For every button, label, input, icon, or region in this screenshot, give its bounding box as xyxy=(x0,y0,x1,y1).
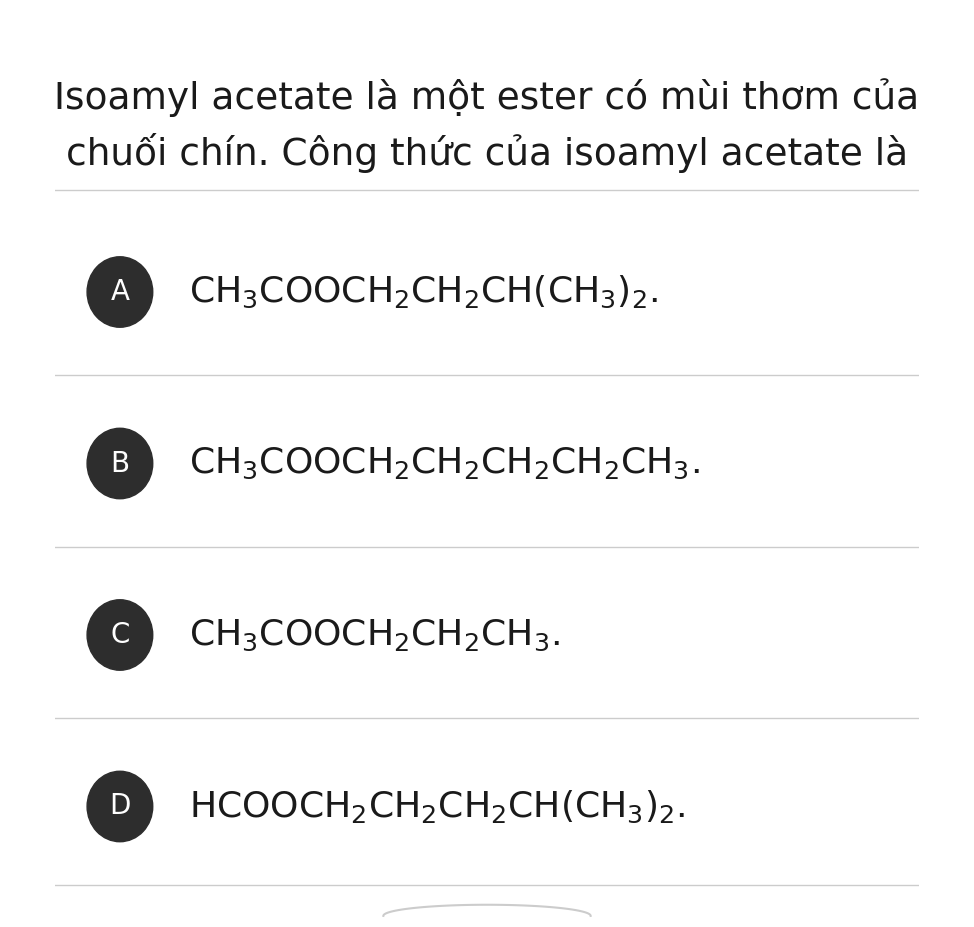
Circle shape xyxy=(87,428,153,499)
Text: $\mathregular{CH_3COOCH_2CH_2CH_3}$.: $\mathregular{CH_3COOCH_2CH_2CH_3}$. xyxy=(189,617,560,653)
Text: Isoamyl acetate là một ester có mùi thơm của: Isoamyl acetate là một ester có mùi thơm… xyxy=(55,78,919,117)
Text: chuối chín. Công thức của isoamyl acetate là: chuối chín. Công thức của isoamyl acetat… xyxy=(66,133,908,173)
Circle shape xyxy=(87,600,153,670)
Text: $\mathregular{CH_3COOCH_2CH_2CH(CH_3)_2}$.: $\mathregular{CH_3COOCH_2CH_2CH(CH_3)_2}… xyxy=(189,273,658,311)
Text: $\mathregular{CH_3COOCH_2CH_2CH_2CH_2CH_3}$.: $\mathregular{CH_3COOCH_2CH_2CH_2CH_2CH_… xyxy=(189,446,699,481)
Text: A: A xyxy=(110,278,130,306)
Circle shape xyxy=(87,257,153,327)
Text: C: C xyxy=(110,621,130,649)
Circle shape xyxy=(87,771,153,842)
Text: D: D xyxy=(109,793,131,820)
Text: $\mathregular{HCOOCH_2CH_2CH_2CH(CH_3)_2}$.: $\mathregular{HCOOCH_2CH_2CH_2CH(CH_3)_2… xyxy=(189,788,686,825)
Text: B: B xyxy=(110,450,130,477)
